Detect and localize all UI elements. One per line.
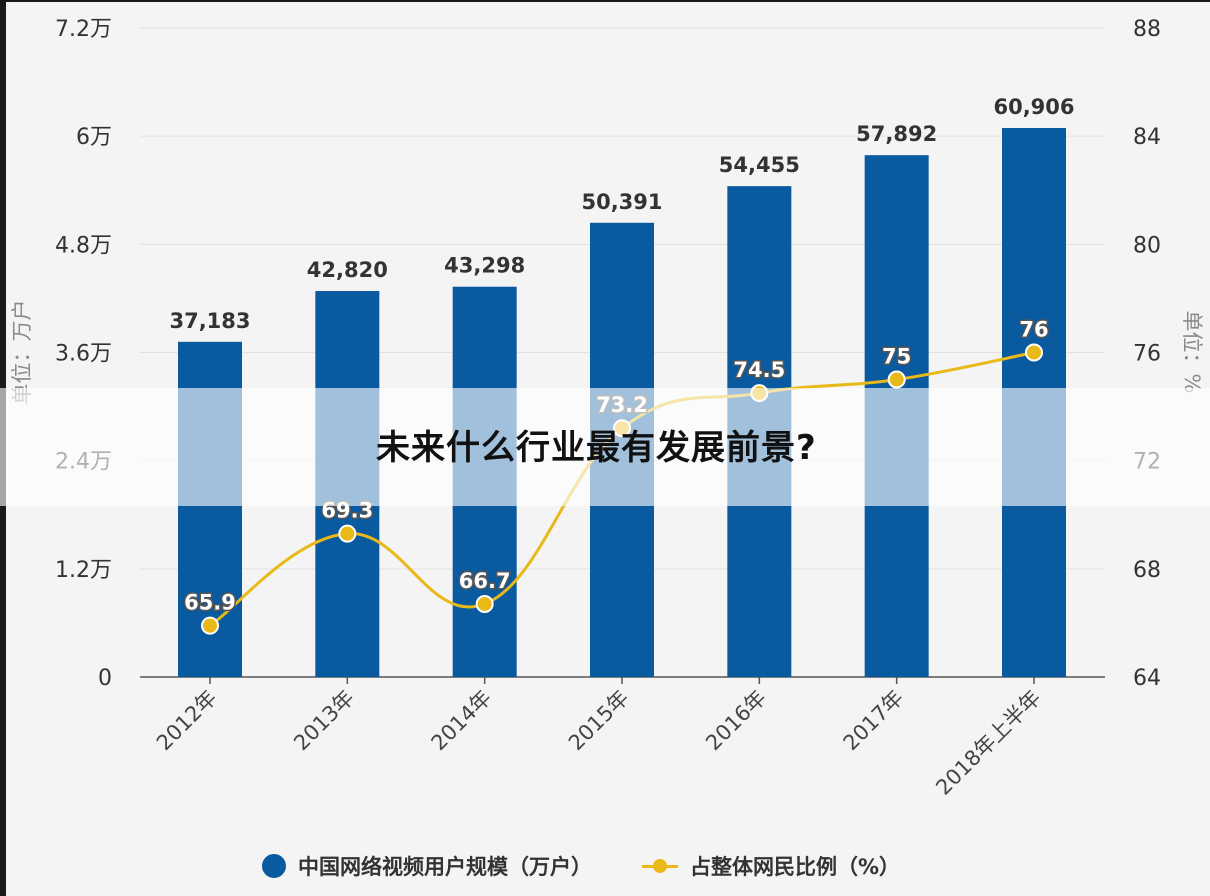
legend-item-users: 中国网络视频用户规模（万户） bbox=[262, 851, 592, 881]
bar-value-label: 60,906 bbox=[993, 95, 1074, 119]
x-tick-label: 2015年 bbox=[564, 686, 634, 756]
line-value-label: 66.7 bbox=[459, 569, 511, 593]
right-tick-label: 64 bbox=[1133, 666, 1161, 691]
right-tick-label: 84 bbox=[1133, 125, 1161, 150]
right-tick-label: 68 bbox=[1133, 558, 1161, 583]
left-tick-label: 4.8万 bbox=[55, 233, 112, 258]
chart-legend: 中国网络视频用户规模（万户） 占整体网民比例（%） bbox=[262, 850, 950, 882]
line-point bbox=[475, 594, 494, 613]
x-tick-label: 2014年 bbox=[427, 686, 497, 756]
bar-value-label: 42,820 bbox=[307, 258, 388, 282]
legend-label-ratio: 占整体网民比例（%） bbox=[690, 855, 901, 879]
line-value-label: 75 bbox=[882, 345, 911, 369]
x-axis-ticks: 2012年 2013年 2014年 2015年 2016年 2017年 2018年上半年 bbox=[152, 677, 1046, 800]
bar-value-label: 37,183 bbox=[169, 309, 250, 333]
x-tick-label: 2013年 bbox=[289, 686, 359, 756]
right-tick-label: 80 bbox=[1133, 233, 1161, 258]
bar-value-label: 57,892 bbox=[856, 122, 937, 146]
x-tick-label: 2017年 bbox=[839, 686, 909, 756]
bar-value-label: 50,391 bbox=[581, 190, 662, 214]
overlay-title: 未来什么行业最有发展前景? bbox=[376, 428, 817, 468]
bar-value-label: 54,455 bbox=[719, 153, 800, 177]
right-tick-label: 88 bbox=[1133, 17, 1161, 42]
left-tick-label: 3.6万 bbox=[55, 342, 112, 367]
left-tick-label: 0 bbox=[98, 666, 112, 691]
legend-bar-marker bbox=[262, 854, 286, 878]
bar-data-labels: 37,183 42,820 43,298 50,391 54,455 57,892 60,9… bbox=[169, 95, 1074, 333]
left-tick-label: 1.2万 bbox=[55, 558, 112, 583]
left-axis-unit-label: 单位：万户 bbox=[10, 300, 34, 405]
line-value-label: 76 bbox=[1019, 318, 1048, 342]
line-value-label: 65.9 bbox=[184, 591, 236, 615]
line-value-label: 74.5 bbox=[733, 358, 785, 382]
x-tick-label: 2012年 bbox=[152, 686, 222, 756]
right-tick-label: 76 bbox=[1133, 342, 1161, 367]
left-tick-label: 7.2万 bbox=[55, 17, 112, 42]
x-tick-label: 2018年上半年 bbox=[931, 686, 1045, 800]
left-tick-label: 6万 bbox=[76, 125, 112, 150]
right-axis-unit-label: 单位：% bbox=[1180, 311, 1204, 394]
line-point bbox=[887, 370, 906, 389]
line-point bbox=[338, 524, 357, 543]
legend-label-users: 中国网络视频用户规模（万户） bbox=[298, 855, 592, 879]
legend-item-ratio: 占整体网民比例（%） bbox=[642, 851, 900, 881]
x-tick-label: 2016年 bbox=[701, 686, 771, 756]
line-point bbox=[201, 616, 219, 635]
legend-line-marker bbox=[642, 854, 678, 878]
line-point bbox=[1025, 343, 1043, 362]
title-overlay-band bbox=[0, 388, 1210, 506]
bar-value-label: 43,298 bbox=[444, 254, 525, 278]
frame-top-edge bbox=[0, 0, 1210, 2]
right-axis-ticks: 64687276808488 bbox=[1133, 17, 1161, 691]
